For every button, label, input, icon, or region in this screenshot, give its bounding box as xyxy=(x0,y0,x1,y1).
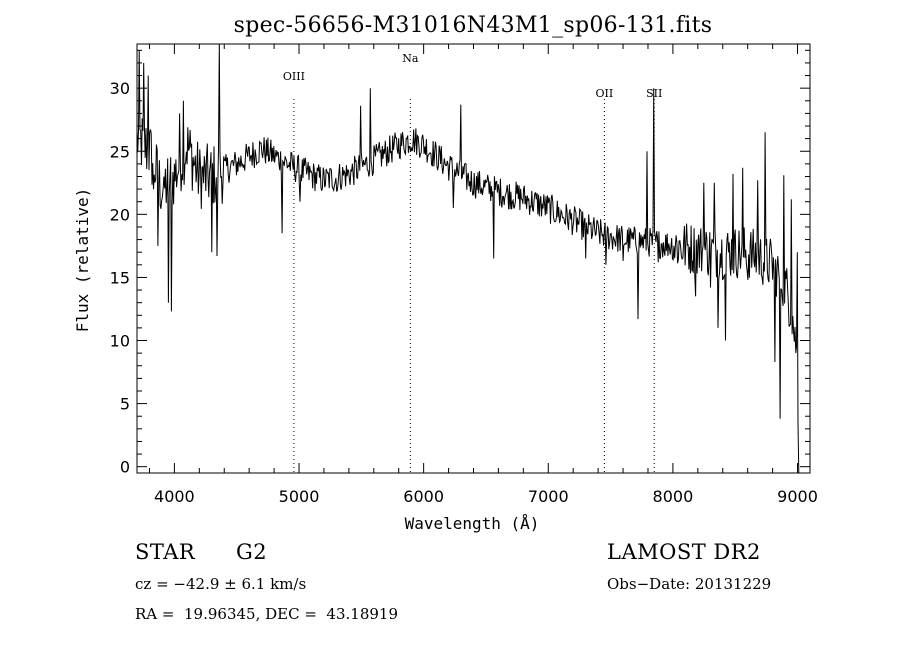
y-tick-label: 0 xyxy=(120,458,130,477)
observation-date: Obs−Date: 20131229 xyxy=(607,575,772,593)
x-tick-label: 4000 xyxy=(154,487,195,506)
object-class: STAR xyxy=(135,540,196,564)
y-tick-label: 5 xyxy=(120,395,130,414)
y-tick-label: 30 xyxy=(110,79,130,98)
y-tick-label: 10 xyxy=(110,332,130,351)
x-tick-label: 5000 xyxy=(279,487,320,506)
y-tick-label: 15 xyxy=(110,268,130,287)
redshift-velocity: cz = −42.9 ± 6.1 km/s xyxy=(135,575,307,593)
x-axis-label: Wavelength (Å) xyxy=(405,514,540,533)
y-axis: 0 5 10 15 20 25 30 xyxy=(110,49,810,477)
x-tick-label: 9000 xyxy=(777,487,818,506)
object-subclass: G2 xyxy=(236,540,268,564)
x-axis: 4000 5000 6000 7000 8000 9000 xyxy=(148,44,818,506)
y-axis-label: Flux (relative) xyxy=(73,188,92,333)
y-tick-label: 25 xyxy=(110,142,130,161)
chart-title: spec-56656-M31016N43M1_sp06-131.fits xyxy=(234,13,713,38)
x-tick-label: 8000 xyxy=(653,487,694,506)
y-tick-label: 20 xyxy=(110,205,130,224)
spectrum-line xyxy=(136,43,800,474)
line-marker-label: OII xyxy=(596,87,614,100)
x-tick-label: 6000 xyxy=(403,487,444,506)
line-marker-label: OIII xyxy=(283,70,305,83)
sky-coordinates: RA = 19.96345, DEC = 43.18919 xyxy=(135,605,399,623)
survey-name: LAMOST DR2 xyxy=(607,540,761,564)
x-tick-label: 7000 xyxy=(528,487,569,506)
line-marker-label: Na xyxy=(402,52,419,65)
